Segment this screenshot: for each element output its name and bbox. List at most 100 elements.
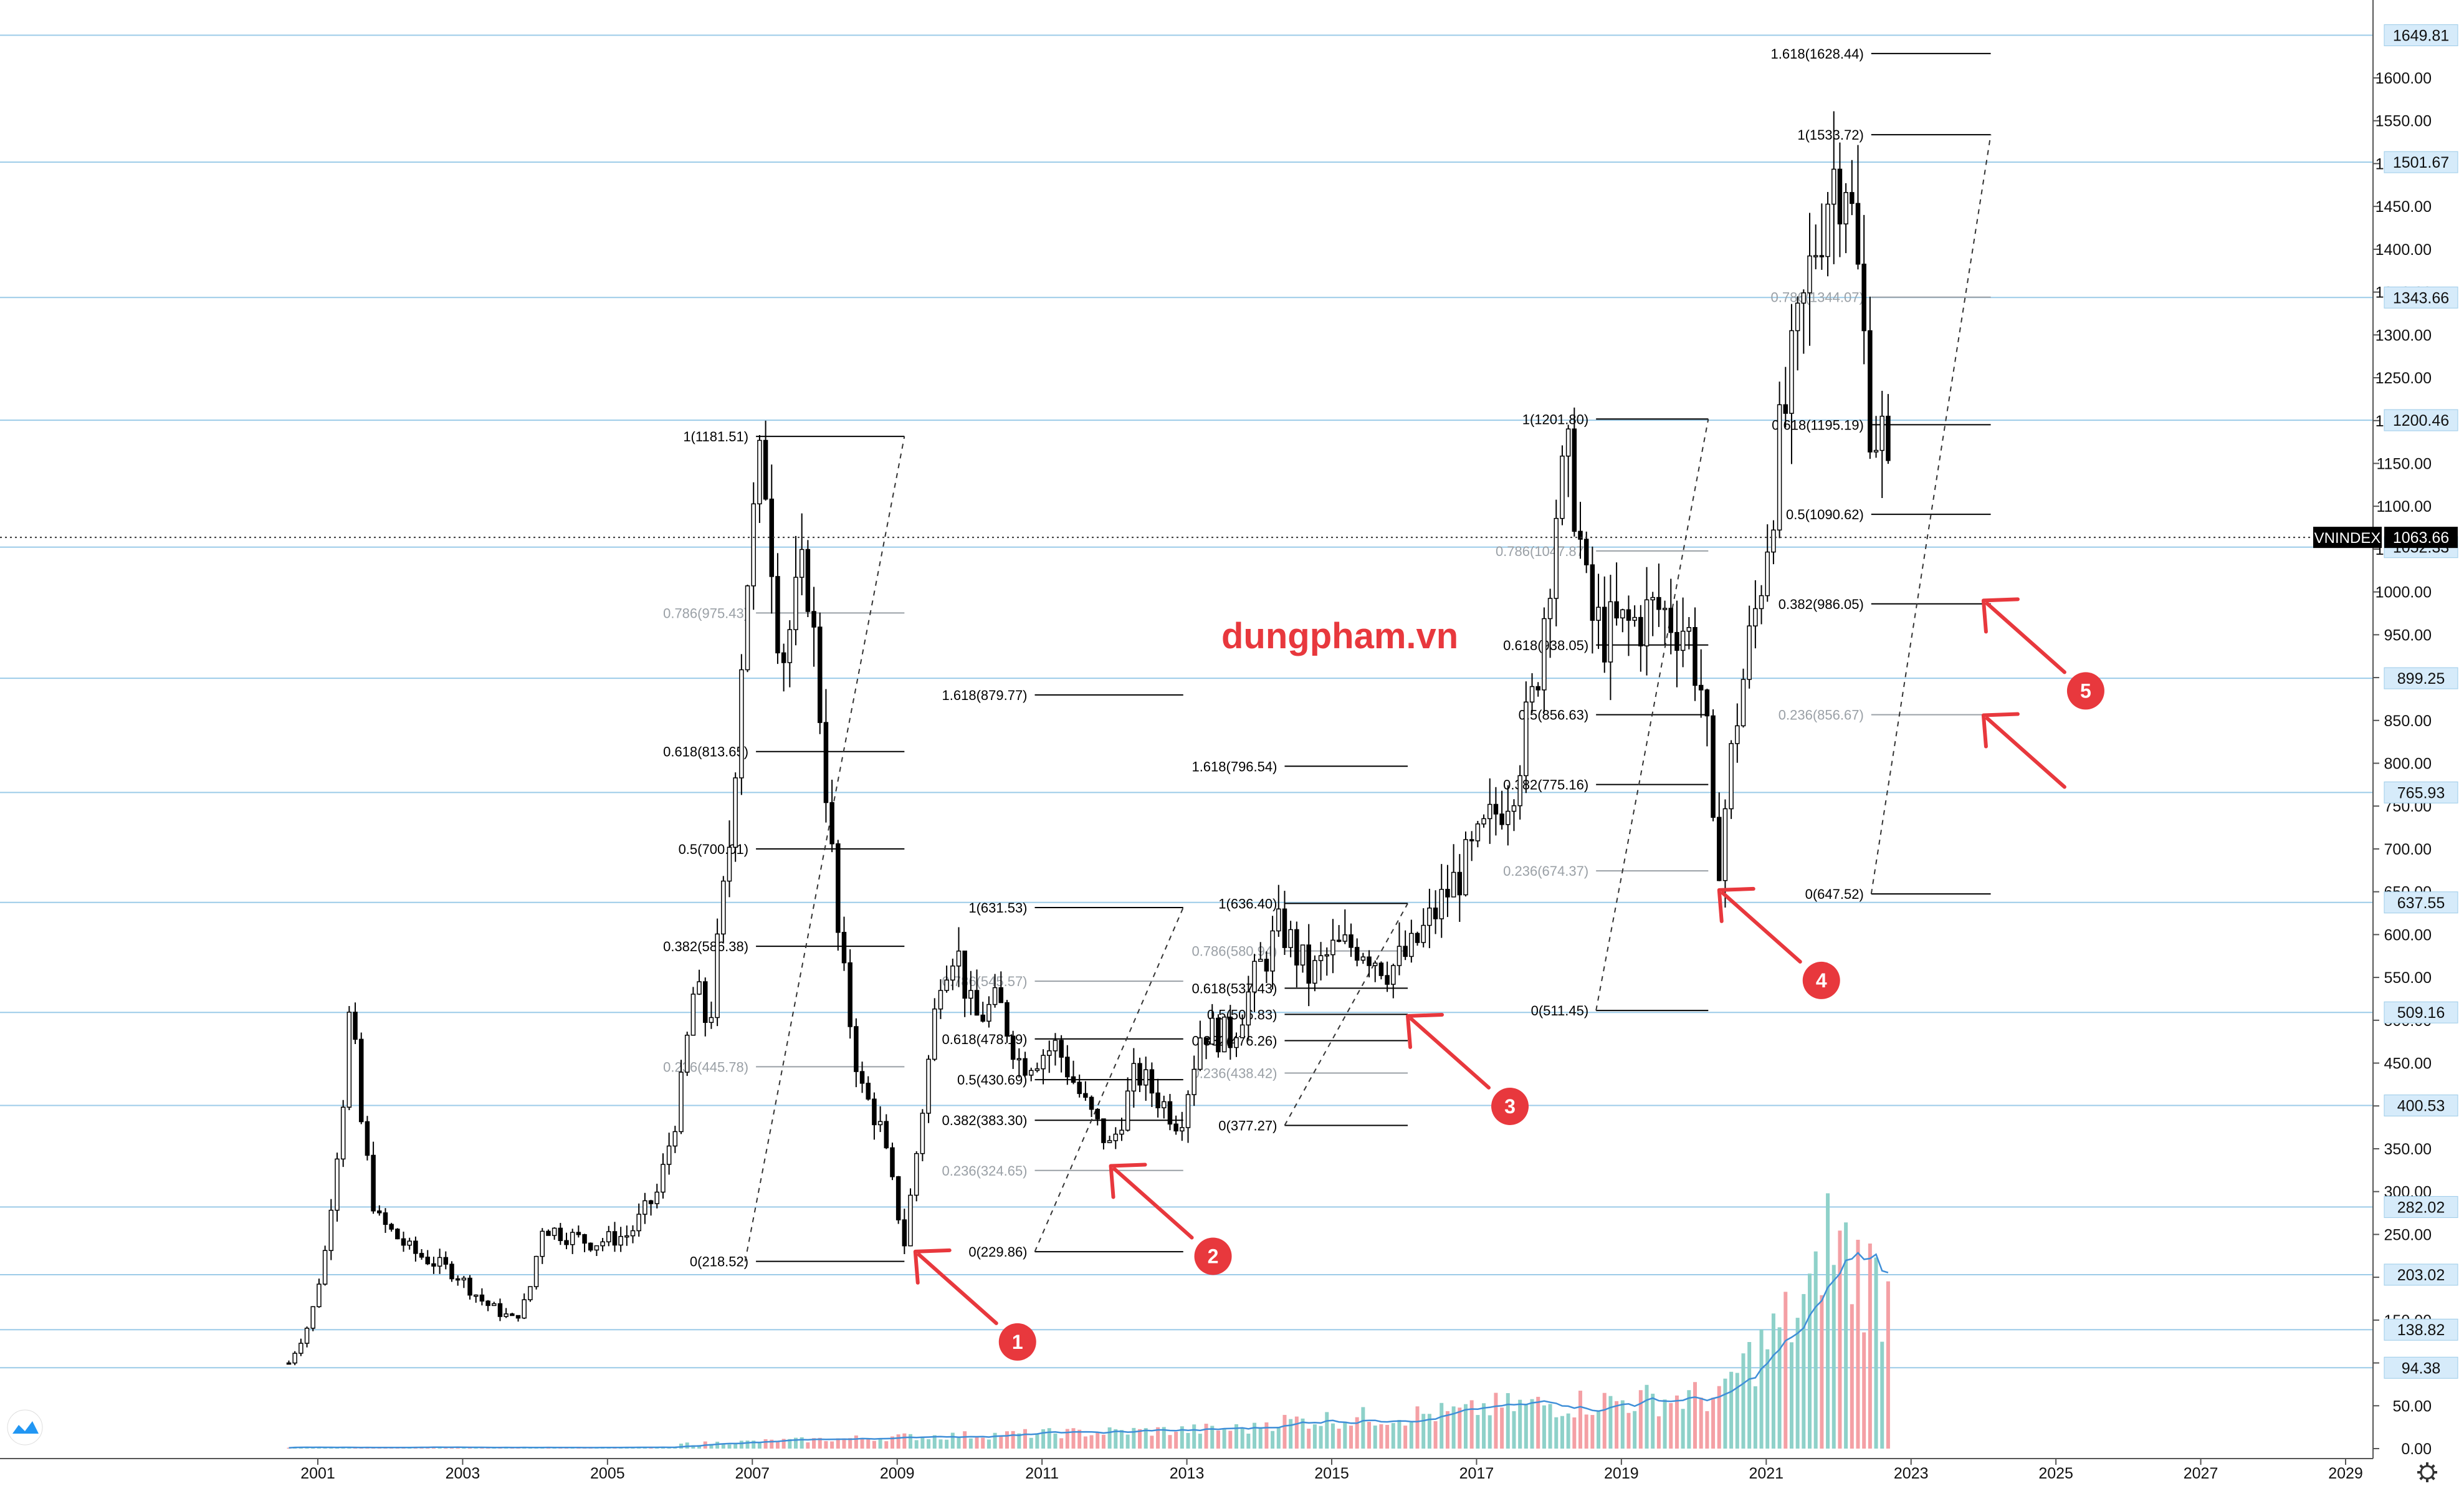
candle[interactable] bbox=[1409, 919, 1414, 963]
candle[interactable] bbox=[413, 1236, 418, 1262]
candle[interactable] bbox=[950, 958, 955, 990]
candle[interactable] bbox=[467, 1275, 472, 1300]
candle[interactable] bbox=[1801, 289, 1807, 354]
candle[interactable] bbox=[1855, 145, 1861, 270]
candle[interactable] bbox=[859, 1062, 865, 1093]
candle[interactable] bbox=[1421, 908, 1426, 947]
candle[interactable] bbox=[1825, 191, 1830, 277]
candle[interactable] bbox=[781, 643, 786, 692]
candle[interactable] bbox=[1493, 787, 1499, 836]
candle[interactable] bbox=[1258, 942, 1263, 962]
candle[interactable] bbox=[1065, 1045, 1070, 1085]
candle[interactable] bbox=[1234, 1032, 1239, 1057]
candle[interactable] bbox=[636, 1203, 641, 1237]
candle[interactable] bbox=[1360, 952, 1366, 964]
candle[interactable] bbox=[1239, 1014, 1245, 1038]
candle[interactable] bbox=[1167, 1094, 1173, 1131]
candle[interactable] bbox=[1101, 1118, 1106, 1150]
candle[interactable] bbox=[920, 1109, 925, 1162]
candle[interactable] bbox=[1125, 1077, 1130, 1132]
candle[interactable] bbox=[419, 1249, 424, 1260]
candle[interactable] bbox=[829, 779, 834, 853]
candle[interactable] bbox=[1554, 499, 1559, 626]
fib-2014[interactable]: 1.618(796.54) 1(636.40) 0.786(580.94) 0.618… bbox=[1191, 759, 1408, 1133]
candle[interactable] bbox=[1457, 854, 1463, 922]
candle[interactable] bbox=[1535, 682, 1540, 697]
candle[interactable] bbox=[365, 1116, 370, 1161]
candle[interactable] bbox=[1107, 1135, 1112, 1143]
candle[interactable] bbox=[1010, 1030, 1016, 1069]
candle[interactable] bbox=[322, 1245, 328, 1286]
candle[interactable] bbox=[497, 1298, 503, 1321]
candle[interactable] bbox=[1729, 740, 1734, 819]
candle[interactable] bbox=[1674, 600, 1679, 688]
candle[interactable] bbox=[1602, 576, 1607, 673]
candle[interactable] bbox=[642, 1192, 647, 1224]
candle[interactable] bbox=[479, 1288, 485, 1306]
candle[interactable] bbox=[727, 820, 732, 898]
candle[interactable] bbox=[823, 689, 829, 823]
candle[interactable] bbox=[1795, 296, 1800, 371]
candle[interactable] bbox=[570, 1229, 575, 1254]
candle[interactable] bbox=[1119, 1118, 1124, 1141]
candle[interactable] bbox=[914, 1151, 919, 1202]
candle[interactable] bbox=[588, 1242, 593, 1252]
candle[interactable] bbox=[1843, 183, 1848, 254]
candle[interactable] bbox=[793, 535, 798, 646]
candle[interactable] bbox=[510, 1313, 515, 1316]
candle[interactable] bbox=[1583, 531, 1589, 573]
candle[interactable] bbox=[962, 951, 967, 1017]
candle[interactable] bbox=[576, 1225, 581, 1238]
candle[interactable] bbox=[1137, 1057, 1142, 1093]
fib-2018[interactable]: 1(1201.80)0.786(1047.87)0.618(938.05)0.5… bbox=[1496, 411, 1709, 1019]
candle[interactable] bbox=[1608, 575, 1613, 701]
candle[interactable] bbox=[1433, 890, 1438, 934]
candle[interactable] bbox=[1113, 1127, 1119, 1149]
candle[interactable] bbox=[1487, 778, 1492, 844]
candle[interactable] bbox=[1028, 1067, 1034, 1081]
candle[interactable] bbox=[1367, 950, 1372, 977]
candle[interactable] bbox=[1445, 865, 1450, 918]
candle[interactable] bbox=[1626, 595, 1631, 656]
candle[interactable] bbox=[1789, 304, 1794, 464]
candle[interactable] bbox=[1252, 954, 1257, 1012]
candle[interactable] bbox=[1083, 1081, 1088, 1101]
candle[interactable] bbox=[702, 977, 708, 1037]
candle[interactable] bbox=[1282, 891, 1287, 956]
candle[interactable] bbox=[986, 996, 991, 1028]
fib-2007[interactable]: 1(1181.51) 0.786(975.43) 0.618(813.65) 0.5(… bbox=[663, 429, 905, 1270]
candle[interactable] bbox=[757, 434, 762, 524]
candle[interactable] bbox=[1686, 616, 1692, 650]
candle[interactable] bbox=[1077, 1074, 1082, 1098]
candle[interactable] bbox=[1711, 709, 1716, 822]
candle[interactable] bbox=[1059, 1035, 1064, 1073]
candle[interactable] bbox=[383, 1208, 388, 1233]
candle[interactable] bbox=[1783, 367, 1788, 428]
candle[interactable] bbox=[1288, 921, 1293, 957]
candle[interactable] bbox=[1590, 546, 1595, 654]
candle[interactable] bbox=[353, 1002, 358, 1044]
candle[interactable] bbox=[1777, 381, 1782, 539]
candle[interactable] bbox=[395, 1228, 400, 1240]
candle[interactable] bbox=[1216, 1014, 1221, 1058]
candle[interactable] bbox=[317, 1278, 322, 1308]
candle[interactable] bbox=[866, 1076, 871, 1101]
candle[interactable] bbox=[504, 1308, 509, 1318]
candle[interactable] bbox=[1565, 424, 1571, 497]
candle[interactable] bbox=[1451, 844, 1456, 898]
candle[interactable] bbox=[1704, 688, 1710, 747]
candle[interactable] bbox=[1372, 961, 1378, 982]
candle[interactable] bbox=[558, 1222, 563, 1245]
candle[interactable] bbox=[461, 1275, 467, 1288]
candle[interactable] bbox=[1650, 592, 1655, 636]
candle[interactable] bbox=[358, 1032, 364, 1124]
candle[interactable] bbox=[449, 1261, 454, 1282]
candle[interactable] bbox=[1415, 931, 1420, 946]
candle[interactable] bbox=[672, 1126, 678, 1153]
candle[interactable] bbox=[1662, 600, 1668, 645]
candle[interactable] bbox=[944, 966, 949, 993]
candle[interactable] bbox=[1439, 864, 1444, 938]
candle[interactable] bbox=[546, 1229, 551, 1236]
candle[interactable] bbox=[1524, 681, 1529, 793]
candle[interactable] bbox=[1759, 585, 1764, 625]
